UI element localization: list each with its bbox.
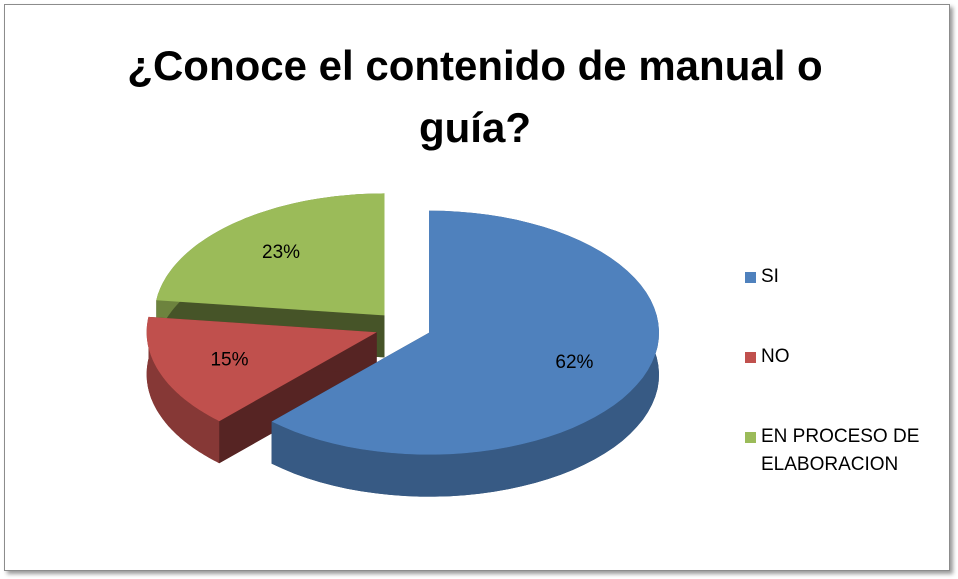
legend: SI NO EN PROCESO DE ELABORACION [745, 263, 945, 503]
slice-wall [146, 316, 220, 464]
slice [146, 316, 377, 464]
chart: ¿Conoce el contenido de manual o guía? 2… [4, 4, 950, 571]
legend-label: EN PROCESO DE ELABORACION [761, 426, 920, 475]
legend-swatch [745, 432, 756, 443]
pie: 23% 15% 62% [146, 193, 659, 497]
slice-wall [271, 210, 659, 497]
data-label: 62% [555, 352, 593, 373]
legend-swatch [745, 272, 756, 283]
slice-top [271, 210, 659, 455]
legend-label: NO [761, 346, 790, 367]
legend-item: SI [745, 263, 945, 343]
slice-top [156, 193, 385, 316]
legend-item: EN PROCESO DE ELABORACION [745, 423, 945, 503]
slice-top [146, 316, 377, 422]
slice [271, 210, 659, 497]
data-label: 23% [262, 242, 300, 263]
chart-title: ¿Conoce el contenido de manual o guía? [127, 42, 823, 151]
data-label: 15% [210, 349, 248, 370]
legend-swatch [745, 352, 756, 363]
legend-item: NO [745, 343, 945, 423]
legend-label: SI [761, 266, 779, 287]
